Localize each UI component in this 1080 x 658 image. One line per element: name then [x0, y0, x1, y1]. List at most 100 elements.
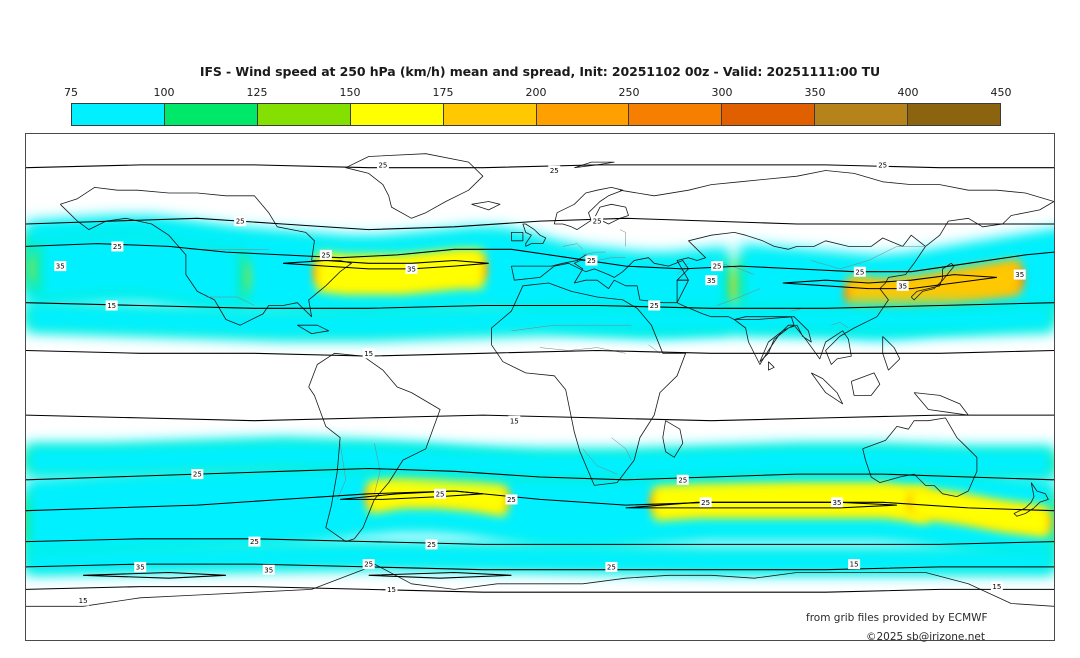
coastline: [882, 336, 901, 371]
contour-label-bg: [848, 559, 861, 570]
contour-label-bg: [405, 263, 418, 274]
spread-contour: [26, 414, 1054, 422]
colorbar-tick-300: 300: [711, 86, 733, 99]
coastline: [733, 316, 795, 365]
spread-contour: [26, 302, 1054, 309]
colorbar-segment-150-175: [350, 104, 444, 125]
country-border: [582, 251, 606, 256]
colorbar-tick-400: 400: [897, 86, 919, 99]
colorbar-tick-100: 100: [153, 86, 175, 99]
coastline: [345, 153, 484, 219]
contour-label: 25: [701, 499, 710, 507]
country-border: [337, 443, 347, 500]
contour-label: 15: [850, 561, 859, 569]
country-border: [511, 324, 632, 332]
colorbar-segment-200-250: [536, 104, 630, 125]
contour-label-bg: [876, 159, 889, 170]
data-source-credit: from grib files provided by ECMWF: [806, 612, 988, 624]
country-border: [205, 296, 255, 306]
contour-label-bg: [605, 561, 618, 572]
contour-label: 25: [113, 243, 122, 251]
contour-label: 25: [713, 263, 722, 271]
contour-label-bg: [425, 539, 438, 550]
contour-label: 35: [407, 266, 416, 274]
wind-band: [26, 437, 1054, 483]
contour-label: 35: [707, 277, 716, 285]
spread-contour: [26, 490, 1054, 512]
contour-label: 25: [236, 218, 245, 226]
spread-contour: [368, 571, 512, 579]
contour-label-bg: [362, 348, 375, 359]
coastline: [1013, 482, 1049, 517]
colorbar-tick-175: 175: [432, 86, 454, 99]
contour-label-bg: [77, 595, 90, 606]
contour-label: 25: [193, 471, 202, 479]
country-border: [374, 443, 381, 494]
spread-contour: [782, 274, 997, 290]
contour-label: 25: [436, 490, 445, 498]
country-border: [611, 437, 632, 461]
wind-band: [317, 249, 483, 295]
contour-label-bg: [262, 564, 275, 575]
contour-label-bg: [248, 536, 261, 547]
contour-label-bg: [134, 561, 147, 572]
spread-contour: [282, 259, 489, 270]
spread-contour: [83, 571, 226, 579]
coastline: [619, 170, 1054, 365]
country-border: [619, 229, 626, 247]
spread-contour: [26, 563, 1054, 571]
wind-band: [26, 301, 1054, 341]
wind-band: [911, 486, 1049, 538]
coastline: [574, 161, 615, 169]
contour-label-bg: [705, 275, 718, 286]
colorbar-tick-75: 75: [64, 86, 78, 99]
colorbar-tick-450: 450: [990, 86, 1012, 99]
contour-label: 25: [878, 162, 887, 170]
contour-label: 25: [250, 538, 259, 546]
contour-label-bg: [990, 581, 1003, 592]
coastline: [510, 232, 524, 242]
contour-label: 25: [550, 167, 559, 175]
colorbar-segment-350-400: [815, 104, 909, 125]
contour-label-bg: [896, 280, 909, 291]
coastline: [910, 262, 955, 301]
spread-contour: [26, 586, 1054, 593]
contour-label-bg: [105, 300, 118, 311]
coastline: [297, 324, 330, 335]
country-border: [811, 246, 926, 270]
colorbar-segment-400-450: [908, 104, 1001, 125]
contour-label: 35: [833, 499, 842, 507]
coastline: [862, 417, 978, 498]
colorbar-tick-150: 150: [339, 86, 361, 99]
map-panel: 25 25 25 25 25 25 25 25 25 25 35 35 35 35 35 15 25 15 15 25…: [25, 133, 1055, 641]
contour-label-bg: [830, 497, 843, 508]
colorbar-tick-125: 125: [246, 86, 268, 99]
spread-contour: [340, 490, 483, 500]
country-border: [562, 243, 583, 250]
colorbar: 75 100 125 150 175 200 250 300 350 400 450: [64, 86, 1012, 128]
chart-title: IFS - Wind speed at 250 hPa (km/h) mean …: [199, 64, 881, 79]
contour-label-bg: [711, 261, 724, 272]
spread-contour: [26, 243, 1054, 273]
wind-band: [37, 229, 244, 312]
coastline: [662, 420, 684, 458]
wind-band: [26, 448, 1054, 565]
contour-label: 35: [56, 263, 65, 271]
world-wind-speed-map: 25 25 25 25 25 25 25 25 25 25 35 35 35 35 35 15 25 15 15 25…: [26, 134, 1054, 640]
spread-contour: [625, 501, 897, 509]
coastline: [522, 223, 547, 247]
contour-label: 35: [136, 564, 145, 572]
contour-label: 25: [855, 268, 864, 276]
contour-label-bg: [591, 216, 604, 227]
contour-label: 15: [387, 586, 396, 594]
contour-label: 15: [510, 417, 519, 425]
country-border: [597, 257, 626, 261]
contour-label-bg: [699, 497, 712, 508]
contour-label-bg: [191, 469, 204, 480]
spread-contour: [26, 349, 1054, 357]
country-border: [831, 322, 849, 329]
wind-band: [26, 541, 1054, 576]
contour-label: 15: [364, 350, 373, 358]
contour-label: 25: [593, 218, 602, 226]
